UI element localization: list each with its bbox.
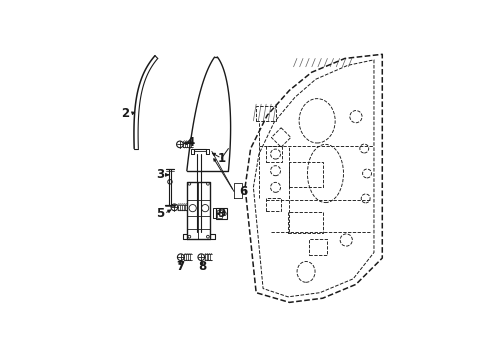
Text: 1: 1: [217, 152, 225, 165]
Bar: [256, 105, 275, 121]
Text: 2: 2: [121, 107, 129, 120]
Text: 7: 7: [176, 260, 183, 273]
Text: 3: 3: [156, 168, 164, 181]
Bar: [289, 162, 322, 187]
Text: 9: 9: [217, 207, 225, 220]
Bar: [287, 212, 322, 233]
Bar: [308, 239, 326, 255]
Text: 6: 6: [239, 185, 247, 198]
Text: 4: 4: [186, 136, 195, 149]
Bar: [216, 208, 226, 219]
Text: 8: 8: [198, 260, 206, 273]
Bar: [217, 210, 221, 218]
Bar: [265, 198, 281, 211]
Text: 5: 5: [156, 207, 164, 220]
Bar: [265, 146, 282, 162]
